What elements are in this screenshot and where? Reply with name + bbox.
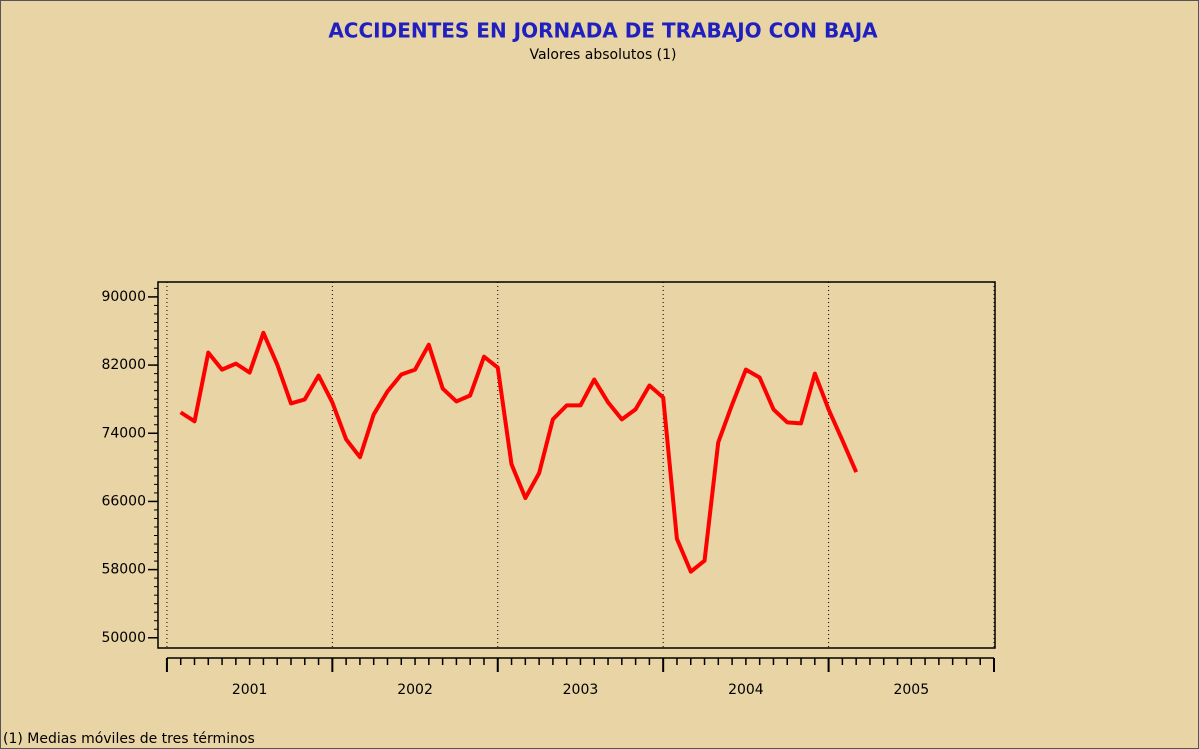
y-tick-label: 58000 [101, 562, 146, 578]
x-tick-label: 2001 [232, 682, 268, 698]
y-tick-label: 66000 [101, 493, 146, 509]
y-tick-label: 74000 [101, 425, 146, 441]
x-tick-label: 2003 [563, 682, 599, 698]
plot-frame [157, 281, 996, 649]
footnote: (1) Medias móviles de tres términos [3, 731, 255, 747]
x-tick-label: 2002 [397, 682, 433, 698]
y-tick-label: 82000 [101, 357, 146, 373]
chart-title: ACCIDENTES EN JORNADA DE TRABAJO CON BAJ… [328, 19, 878, 43]
y-tick-label: 90000 [101, 289, 146, 305]
chart-subtitle: Valores absolutos (1) [529, 47, 676, 63]
x-tick-label: 2005 [893, 682, 929, 698]
data-line [179, 330, 859, 574]
x-tick-label: 2004 [728, 682, 764, 698]
y-tick-label: 50000 [101, 630, 146, 646]
